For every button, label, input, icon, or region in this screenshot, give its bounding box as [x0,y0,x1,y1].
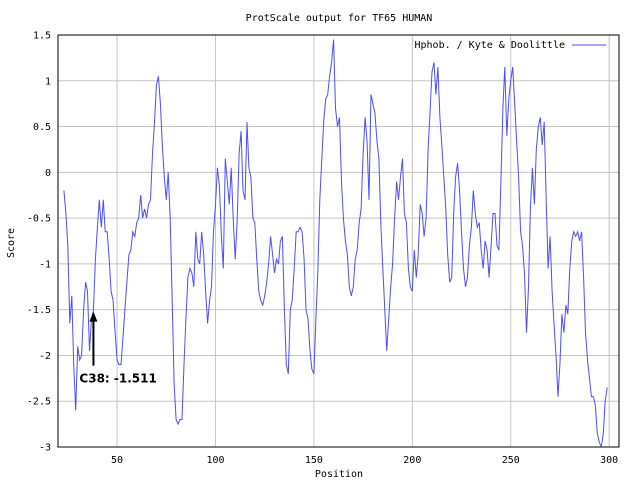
x-tick-label: 150 [305,455,323,466]
y-tick-label: 0 [45,168,51,179]
x-tick-label: 50 [111,455,123,466]
x-tick-label: 100 [206,455,224,466]
legend: Hphob. / Kyte & Doolittle [414,40,606,51]
y-tick-label: -1 [39,259,51,270]
annotation-c38: C38: -1.511 [79,311,157,386]
y-tick-label: -3 [39,443,51,454]
legend-label: Hphob. / Kyte & Doolittle [414,40,565,51]
y-tick-label: 1 [45,76,51,87]
y-axis-label: Score [6,228,17,258]
x-axis-label: Position [315,469,363,480]
chart-title: ProtScale output for TF65 HUMAN [246,13,433,24]
y-axis-ticks: -3 -2.5 -2 -1.5 -1 -0.5 0 0.5 1 1.5 [27,31,51,454]
x-tick-label: 300 [600,455,618,466]
y-tick-label: 0.5 [33,122,51,133]
y-tick-label: -2 [39,351,51,362]
x-tick-label: 250 [502,455,520,466]
x-tick-label: 200 [403,455,421,466]
y-tick-label: -0.5 [27,214,51,225]
y-tick-label: -2.5 [27,397,51,408]
annotation-arrow-head [89,311,98,322]
series-line-hydrophobicity [63,39,608,449]
x-axis-ticks: 50 100 150 200 250 300 [111,455,618,466]
y-tick-label: -1.5 [27,305,51,316]
y-tick-label: 1.5 [33,31,51,42]
annotation-label: C38: -1.511 [79,372,156,386]
plot-frame [57,34,620,448]
grid-lines [58,34,619,448]
